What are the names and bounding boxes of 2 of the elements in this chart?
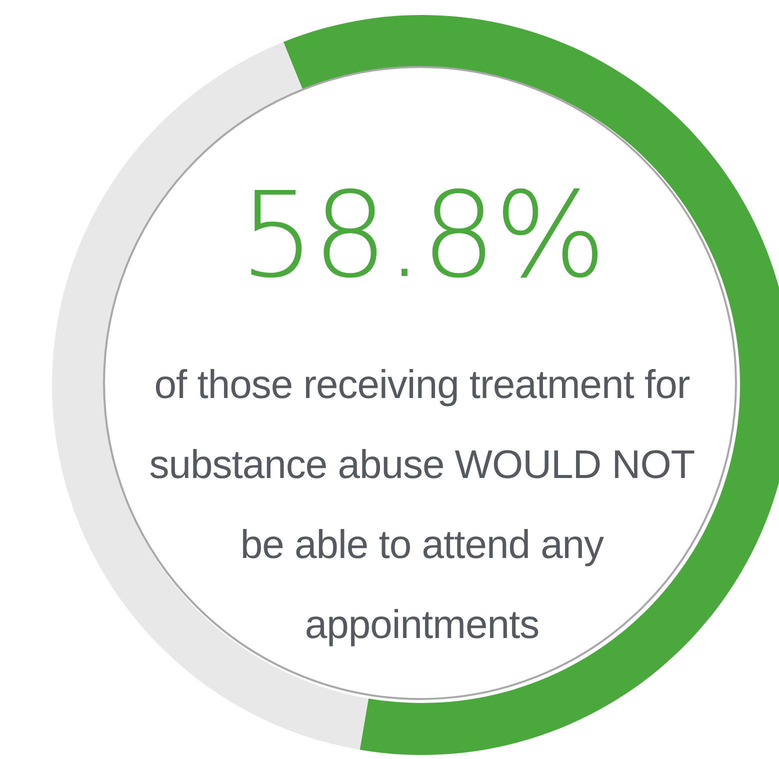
text: of those receiving treatment for substance abuse WOULD NOT be able to attend any appointments [148, 362, 696, 649]
data-label: 58.8% [240, 166, 604, 304]
